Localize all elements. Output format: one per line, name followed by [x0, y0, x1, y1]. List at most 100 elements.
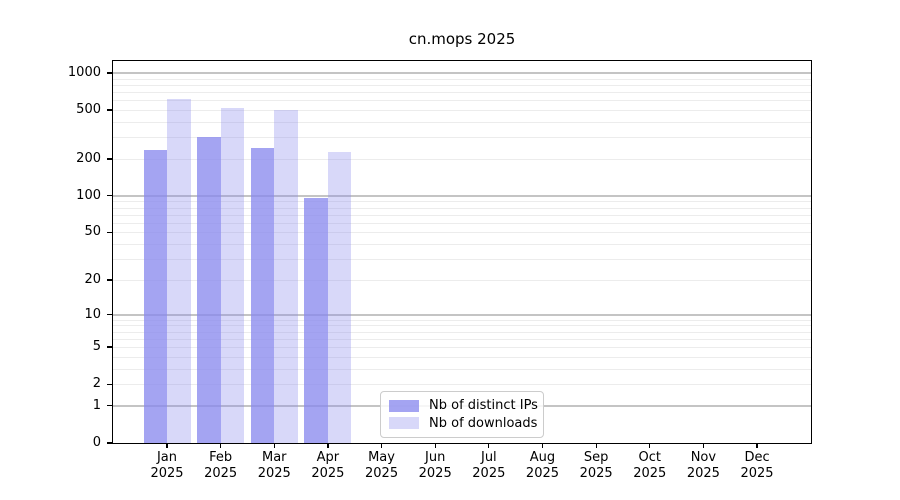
grid-line-major — [113, 195, 811, 197]
y-axis-tick — [107, 72, 112, 74]
grid-line-minor — [113, 279, 811, 281]
grid-line-minor — [113, 244, 811, 246]
grid-line-minor — [113, 232, 811, 234]
grid-line-minor — [113, 347, 811, 349]
x-tick-year: 2025 — [633, 466, 667, 481]
y-axis-tick — [107, 313, 112, 316]
y-axis-tick — [107, 195, 112, 197]
x-tick-label: Aug 2025 — [512, 450, 572, 482]
grid-line-minor — [113, 338, 811, 340]
grid-line-minor — [113, 331, 811, 333]
x-tick-year: 2025 — [311, 466, 345, 481]
y-axis-tick — [107, 346, 112, 348]
legend-label: Nb of downloads — [429, 415, 538, 431]
y-tick-label: 5 — [92, 339, 101, 355]
grid-line-minor — [113, 319, 811, 321]
x-axis-tick — [488, 443, 490, 448]
x-tick-label: Sep 2025 — [566, 450, 626, 482]
legend-swatch-icon — [389, 399, 419, 412]
grid-line-minor — [113, 201, 811, 203]
y-axis-tick — [107, 405, 112, 407]
grid-line-minor — [113, 100, 811, 102]
grid-line-minor — [113, 356, 811, 358]
x-axis-tick — [327, 443, 329, 448]
x-tick-year: 2025 — [740, 466, 774, 481]
x-tick-year: 2025 — [150, 466, 184, 481]
x-axis-tick — [702, 443, 704, 448]
y-tick-label: 1000 — [67, 64, 101, 80]
x-tick-month: Mar — [262, 450, 287, 465]
grid-line-minor — [113, 368, 811, 370]
bar-distinct-ips — [197, 136, 221, 443]
x-tick-label: Dec 2025 — [727, 450, 787, 482]
x-tick-year: 2025 — [204, 466, 238, 481]
chart-title: cn.mops 2025 — [408, 30, 516, 48]
x-tick-year: 2025 — [686, 466, 720, 481]
y-tick-label: 10 — [84, 306, 101, 322]
x-tick-label: Apr 2025 — [298, 450, 358, 482]
x-tick-label: Oct 2025 — [620, 450, 680, 482]
x-tick-month: Jan — [156, 450, 178, 465]
x-tick-label: Mar 2025 — [244, 450, 304, 482]
x-tick-year: 2025 — [257, 466, 291, 481]
plot-area: Nb of distinct IPs Nb of downloads — [113, 61, 811, 443]
y-tick-label: 500 — [76, 102, 101, 118]
y-axis-tick — [107, 279, 112, 281]
grid-line-minor — [113, 207, 811, 209]
x-tick-month: Dec — [744, 450, 770, 465]
grid-line-minor — [113, 92, 811, 94]
legend: Nb of distinct IPs Nb of downloads — [380, 391, 544, 438]
grid-line-minor — [113, 137, 811, 139]
grid-line-minor — [113, 158, 811, 160]
y-tick-label: 20 — [84, 271, 101, 287]
x-tick-month: Sep — [583, 450, 609, 465]
bar-distinct-ips — [250, 148, 275, 443]
x-tick-month: Oct — [638, 450, 661, 465]
grid-line-minor — [113, 384, 811, 386]
grid-line-minor — [113, 222, 811, 224]
x-tick-year: 2025 — [525, 466, 560, 481]
x-axis-tick — [273, 443, 275, 448]
x-tick-month: Jul — [480, 450, 497, 465]
bar-downloads — [220, 107, 245, 443]
grid-line-minor — [113, 259, 811, 261]
legend-label: Nb of distinct IPs — [429, 398, 538, 414]
x-axis-tick — [380, 443, 383, 448]
y-axis-tick — [107, 442, 112, 444]
y-tick-label: 50 — [84, 224, 101, 240]
legend-item: Nb of distinct IPs — [389, 398, 538, 414]
x-axis-tick — [434, 443, 436, 448]
y-tick-label: 200 — [76, 150, 101, 166]
x-tick-month: Aug — [529, 450, 556, 465]
x-tick-label: May 2025 — [352, 450, 412, 482]
grid-line-minor — [113, 214, 811, 216]
x-tick-month: May — [368, 450, 395, 465]
legend-item: Nb of downloads — [389, 415, 538, 431]
y-axis-tick — [107, 231, 112, 233]
x-axis-tick — [166, 443, 168, 448]
bar-distinct-ips — [304, 197, 328, 443]
y-tick-label: 0 — [92, 435, 101, 450]
bar-downloads — [327, 151, 352, 443]
x-tick-year: 2025 — [418, 466, 452, 481]
legend-swatch-icon — [389, 417, 419, 430]
grid-line-major — [113, 72, 811, 74]
x-tick-year: 2025 — [365, 466, 399, 481]
x-tick-label: Jun 2025 — [405, 450, 465, 482]
x-tick-label: Feb 2025 — [191, 450, 251, 482]
x-tick-year: 2025 — [472, 466, 506, 481]
y-tick-label: 2 — [92, 376, 101, 392]
x-tick-month: Apr — [316, 450, 340, 465]
y-axis-tick — [107, 158, 112, 160]
grid-line-minor — [113, 84, 811, 86]
x-tick-month: Jun — [425, 450, 446, 465]
x-axis-tick — [595, 443, 597, 448]
x-tick-month: Feb — [209, 450, 233, 465]
grid-line-minor — [113, 78, 811, 80]
x-tick-label: Nov 2025 — [673, 450, 733, 482]
x-tick-month: Nov — [690, 450, 717, 465]
grid-line-minor — [113, 325, 811, 327]
x-axis-tick — [756, 443, 758, 448]
bar-distinct-ips — [143, 150, 167, 443]
x-axis-tick — [649, 443, 651, 448]
